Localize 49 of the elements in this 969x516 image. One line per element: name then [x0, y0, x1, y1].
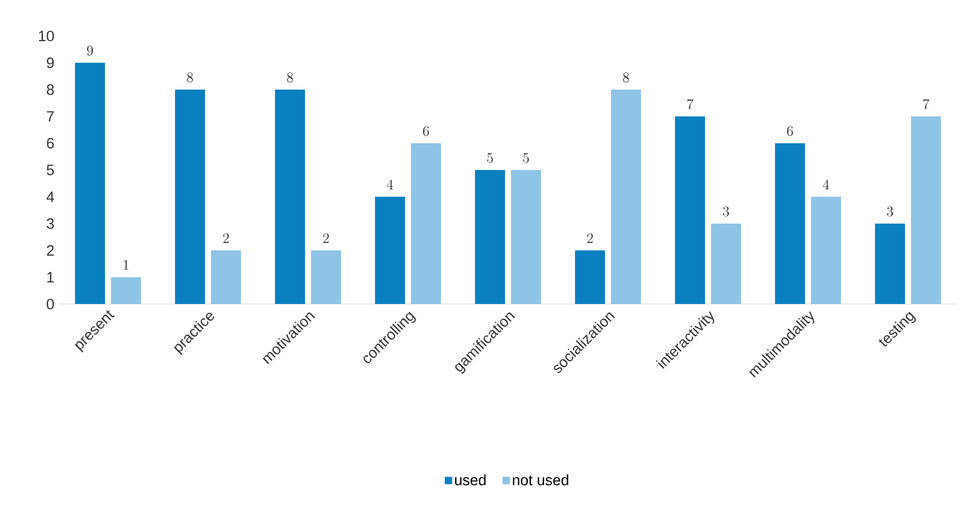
bar — [275, 90, 305, 304]
data-label: 3 — [723, 206, 729, 216]
y-tick-label: 0 — [46, 298, 54, 310]
legend-label: used — [455, 474, 486, 486]
data-label: 8 — [287, 72, 293, 82]
data-label: 7 — [687, 99, 694, 110]
y-tick-label: 2 — [46, 245, 54, 256]
y-tick-label: 10 — [39, 30, 54, 42]
y-tick-label: 7 — [46, 111, 54, 122]
y-tick-label: 5 — [46, 164, 54, 176]
data-label: 4 — [386, 180, 394, 190]
data-label: 2 — [323, 233, 329, 243]
bar — [211, 250, 241, 304]
data-label: 6 — [787, 126, 793, 136]
y-tick-label: 9 — [46, 58, 54, 68]
bar — [575, 250, 605, 304]
bar — [711, 224, 742, 304]
legend-label: not used — [512, 474, 568, 486]
y-tick-label: 4 — [46, 192, 54, 202]
bar — [411, 143, 441, 304]
bar — [811, 196, 842, 304]
data-label: 5 — [523, 152, 529, 163]
bar — [75, 62, 105, 304]
bar — [775, 143, 806, 304]
data-label: 1 — [124, 260, 128, 270]
bar — [111, 277, 141, 304]
data-label: 6 — [423, 126, 429, 136]
data-label: 4 — [822, 180, 830, 190]
y-tick-label: 1 — [47, 272, 54, 282]
data-label: 3 — [887, 206, 893, 216]
data-label: 9 — [87, 46, 93, 56]
bar — [175, 90, 205, 304]
bar — [911, 116, 942, 304]
data-label: 5 — [487, 152, 493, 163]
data-label: 7 — [923, 99, 930, 110]
data-label: 2 — [223, 233, 229, 243]
bar — [311, 250, 341, 304]
bar — [611, 90, 642, 304]
bar — [675, 116, 705, 304]
bar — [875, 224, 906, 304]
data-label: 8 — [187, 72, 193, 82]
bar — [511, 170, 542, 304]
y-tick-label: 8 — [46, 84, 54, 95]
data-label: 2 — [587, 233, 593, 243]
bar — [375, 196, 405, 304]
bar — [475, 170, 505, 304]
y-tick-label: 6 — [46, 138, 54, 148]
data-label: 8 — [623, 72, 629, 82]
y-tick-label: 3 — [46, 218, 54, 229]
